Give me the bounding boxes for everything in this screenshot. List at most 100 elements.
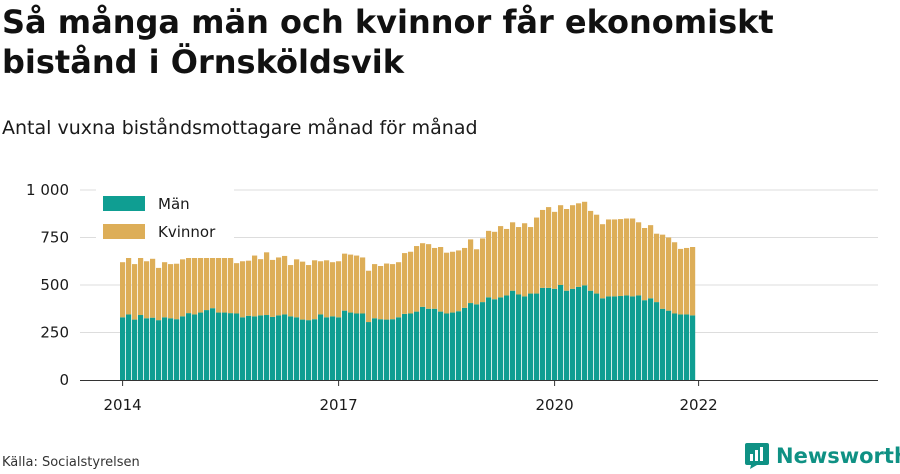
bar-women bbox=[492, 231, 498, 300]
y-tick-label: 0 bbox=[59, 371, 69, 389]
bar-men bbox=[450, 312, 456, 380]
bar-men bbox=[468, 303, 474, 380]
bar-women bbox=[534, 217, 540, 294]
bar-men bbox=[336, 317, 342, 380]
bar-women bbox=[468, 239, 474, 304]
bar-women bbox=[582, 201, 588, 286]
x-tick-label: 2022 bbox=[680, 396, 718, 414]
bar-women bbox=[594, 214, 600, 294]
bar-men bbox=[546, 287, 552, 380]
bar-men bbox=[228, 313, 234, 380]
bar-women bbox=[678, 248, 684, 315]
bar-men bbox=[666, 310, 672, 380]
bar-women bbox=[522, 223, 528, 297]
bar-men bbox=[654, 302, 660, 380]
bar-men bbox=[366, 322, 372, 380]
bar-men bbox=[396, 317, 402, 380]
bar-women bbox=[546, 207, 552, 288]
bar-women bbox=[174, 263, 180, 320]
bar-men bbox=[348, 312, 354, 380]
bar-men bbox=[288, 316, 294, 380]
bar-women bbox=[648, 225, 654, 299]
bar-women bbox=[354, 255, 360, 314]
bar-women bbox=[150, 258, 156, 318]
bar-men bbox=[618, 296, 624, 380]
bar-women bbox=[666, 237, 672, 311]
bar-women bbox=[432, 247, 438, 309]
bar-men bbox=[558, 285, 564, 380]
bar-men bbox=[324, 317, 330, 380]
bar-men bbox=[378, 319, 384, 380]
bar-women bbox=[324, 260, 330, 318]
bar-women bbox=[486, 230, 492, 298]
bar-men bbox=[294, 317, 300, 380]
bar-women bbox=[120, 262, 126, 318]
bar-men bbox=[132, 319, 138, 380]
bar-women bbox=[294, 259, 300, 318]
bar-women bbox=[444, 252, 450, 314]
bar-men bbox=[432, 308, 438, 380]
bar-men bbox=[192, 314, 198, 380]
y-tick-label: 750 bbox=[40, 229, 69, 247]
bar-men bbox=[600, 298, 606, 380]
bar-women bbox=[660, 234, 666, 309]
bar-women bbox=[420, 243, 426, 307]
bar-women bbox=[426, 244, 432, 309]
bar-men bbox=[234, 313, 240, 380]
bar-women bbox=[258, 259, 264, 316]
bar-men bbox=[480, 302, 486, 380]
bar-men bbox=[216, 312, 222, 380]
bar-women bbox=[372, 264, 378, 319]
bar-men bbox=[570, 288, 576, 380]
bar-women bbox=[402, 253, 408, 314]
bar-men bbox=[444, 313, 450, 380]
bar-women bbox=[228, 255, 234, 314]
bar-men bbox=[606, 296, 612, 380]
brand-name: Newsworthy bbox=[776, 444, 900, 468]
bar-women bbox=[168, 264, 174, 319]
bar-men bbox=[258, 315, 264, 380]
bar-men bbox=[330, 316, 336, 380]
bar-men bbox=[138, 315, 144, 380]
bar-women bbox=[360, 257, 366, 314]
bar-men bbox=[252, 316, 258, 380]
bars bbox=[120, 201, 696, 380]
y-tick-label: 1 000 bbox=[26, 181, 69, 199]
bar-men bbox=[624, 295, 630, 380]
bar-men bbox=[498, 297, 504, 380]
bar-women bbox=[690, 247, 696, 316]
bar-women bbox=[414, 246, 420, 312]
bar-women bbox=[636, 222, 642, 296]
bar-women bbox=[246, 260, 252, 316]
bar-men bbox=[672, 313, 678, 380]
bar-women bbox=[204, 248, 210, 311]
bar-men bbox=[186, 313, 192, 380]
source-note: Källa: Socialstyrelsen bbox=[2, 455, 140, 470]
bar-men bbox=[474, 304, 480, 380]
bar-women bbox=[222, 254, 228, 313]
bar-men bbox=[300, 319, 306, 380]
chart-subtitle: Antal vuxna biståndsmottagare månad för … bbox=[2, 117, 478, 139]
bar-men bbox=[276, 315, 282, 380]
newsworthy-logo-icon bbox=[745, 443, 769, 469]
bar-women bbox=[654, 233, 660, 303]
bar-women bbox=[330, 262, 336, 317]
chart-title: Så många män och kvinnor får ekonomiskt … bbox=[2, 3, 774, 81]
bar-women bbox=[480, 238, 486, 303]
bar-women bbox=[618, 219, 624, 297]
bar-men bbox=[684, 314, 690, 380]
bar-women bbox=[288, 265, 294, 317]
legend-label-women: Kvinnor bbox=[158, 223, 216, 241]
bar-women bbox=[462, 247, 468, 308]
bar-men bbox=[246, 315, 252, 380]
bar-men bbox=[588, 290, 594, 380]
bar-men bbox=[120, 317, 126, 380]
bar-women bbox=[240, 261, 246, 318]
bar-men bbox=[522, 296, 528, 380]
bar-men bbox=[318, 314, 324, 380]
bar-women bbox=[630, 218, 636, 297]
bar-women bbox=[306, 265, 312, 321]
bar-men bbox=[126, 314, 132, 380]
bar-men bbox=[156, 320, 162, 380]
bar-men bbox=[456, 311, 462, 380]
